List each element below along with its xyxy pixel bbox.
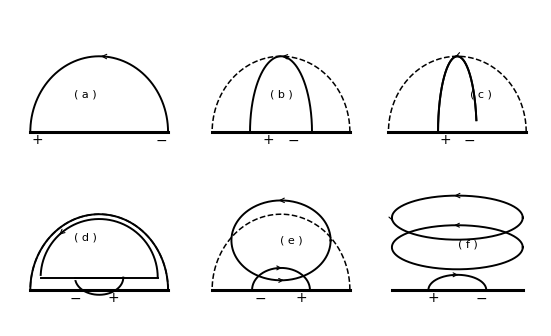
Text: ( e ): ( e ) [280,235,302,245]
Text: −: − [464,133,476,148]
Text: −: − [255,291,266,305]
Text: ( b ): ( b ) [269,90,293,99]
Text: +: + [107,291,119,305]
Text: ( a ): ( a ) [74,90,97,99]
Text: −: − [476,291,487,305]
Text: +: + [428,291,439,305]
Text: +: + [439,133,451,148]
Text: +: + [296,291,307,305]
Text: −: − [288,133,299,148]
Text: ( f ): ( f ) [458,239,478,249]
Text: −: − [155,133,167,148]
Text: ( c ): ( c ) [471,90,493,99]
Text: −: − [69,291,81,305]
Text: +: + [263,133,274,148]
Text: ( d ): ( d ) [74,233,97,242]
Text: +: + [31,133,43,148]
